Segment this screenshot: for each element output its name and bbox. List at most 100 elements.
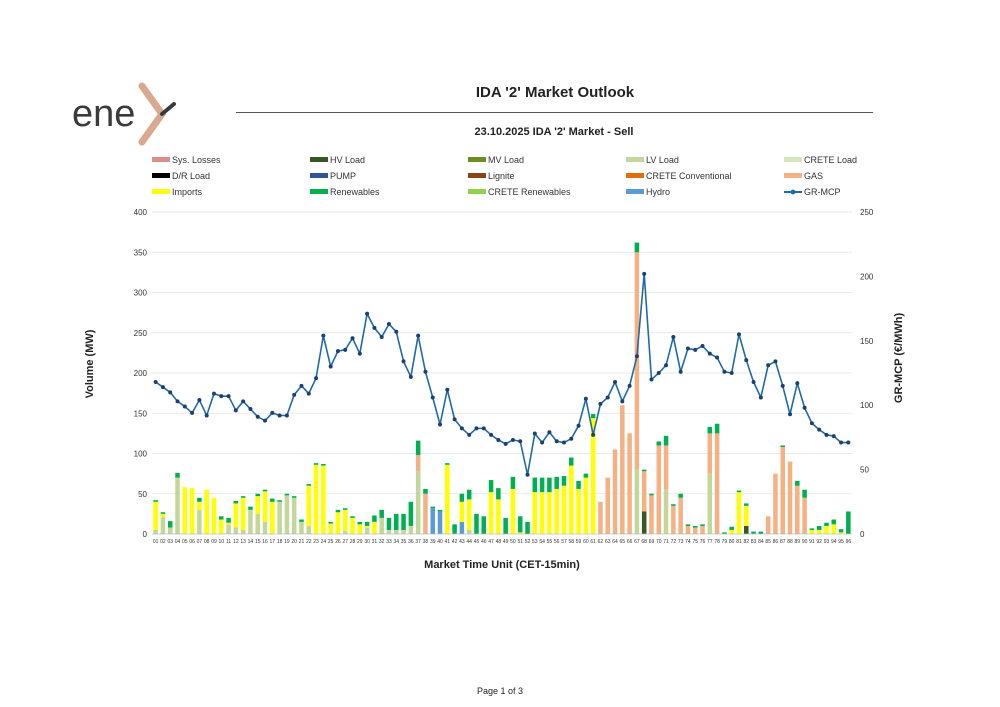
gr-mcp-point-11 xyxy=(226,394,231,399)
bar-renewables-71 xyxy=(663,435,669,446)
gr-mcp-point-03 xyxy=(168,390,173,395)
title-divider xyxy=(236,112,873,113)
x-tick-label: 90 xyxy=(802,539,808,545)
legend-swatch-lv-load xyxy=(626,157,644,162)
bar-imports-05 xyxy=(182,487,188,534)
bar-renewables-83 xyxy=(751,531,756,534)
bar-renewables-11 xyxy=(226,517,231,523)
x-tick-label: 31 xyxy=(372,539,378,545)
y-tick-label: 350 xyxy=(134,248,148,257)
bar-lv-load-14 xyxy=(248,509,253,534)
x-tick-label: 09 xyxy=(211,539,217,545)
legend-label-crete-conventional: CRETE Conventional xyxy=(646,171,732,181)
bar-gas-64 xyxy=(612,449,618,534)
bar-imports-48 xyxy=(496,499,501,534)
gr-mcp-point-72 xyxy=(671,334,676,339)
x-tick-label: 88 xyxy=(787,539,793,545)
gr-mcp-point-42 xyxy=(452,417,457,422)
bar-imports-10 xyxy=(219,519,224,534)
x-tick-label: 63 xyxy=(605,539,611,545)
bar-imports-54 xyxy=(539,492,545,534)
bar-imports-93 xyxy=(824,525,829,534)
x-tick-label: 83 xyxy=(751,539,757,545)
legend-label-pump: PUMP xyxy=(330,171,356,181)
gr-mcp-point-01 xyxy=(153,380,158,385)
x-tick-label: 56 xyxy=(554,539,560,545)
gr-mcp-point-78 xyxy=(715,355,720,360)
bar-gas-77 xyxy=(707,433,713,474)
x-tick-label: 28 xyxy=(350,539,356,545)
bar-renewables-31 xyxy=(372,515,377,522)
gr-mcp-point-74 xyxy=(685,346,690,351)
bar-renewables-60 xyxy=(583,473,589,478)
gr-mcp-point-95 xyxy=(839,440,844,445)
chart-legend: Sys. Losses HV Load MV Load LV Load CRETE Lo… xyxy=(152,155,857,197)
y-tick-label: 150 xyxy=(134,409,148,418)
x-tick-label: 36 xyxy=(408,539,414,545)
bar-renewables-22 xyxy=(306,484,312,486)
bar-imports-12 xyxy=(233,503,239,528)
bar-imports-43 xyxy=(459,501,465,522)
x-tick-label: 69 xyxy=(649,539,655,545)
bar-renewables-53 xyxy=(532,477,538,493)
bar-renewables-82 xyxy=(744,503,749,506)
gr-mcp-point-41 xyxy=(445,387,450,392)
bar-gas-63 xyxy=(605,477,610,534)
y-tick-label: 100 xyxy=(134,450,148,459)
x-tick-label: 18 xyxy=(277,539,283,545)
bar-lv-load-37 xyxy=(415,471,421,534)
bar-gas-89 xyxy=(795,485,800,534)
legend-swatch-renewables xyxy=(310,189,328,194)
x-tick-label: 37 xyxy=(415,539,421,545)
bar-lv-load-77 xyxy=(707,473,713,535)
legend-swatch-crete-renewables xyxy=(468,189,486,194)
gr-mcp-point-89 xyxy=(795,381,800,386)
gr-mcp-point-90 xyxy=(802,405,807,410)
bar-imports-91 xyxy=(809,529,815,534)
bar-imports-25 xyxy=(328,523,333,534)
bar-renewables-93 xyxy=(824,522,829,526)
bar-imports-41 xyxy=(445,464,450,534)
bar-imports-07 xyxy=(197,501,202,510)
bar-renewables-34 xyxy=(394,513,399,530)
bar-imports-23 xyxy=(313,464,319,534)
bar-gas-85 xyxy=(765,516,771,534)
bar-lv-load-21 xyxy=(299,521,304,534)
y-tick-label: 250 xyxy=(134,329,148,338)
x-tick-label: 42 xyxy=(452,539,458,545)
gr-mcp-point-79 xyxy=(722,369,727,374)
legend-label-renewables: Renewables xyxy=(330,187,380,197)
bar-lv-load-11 xyxy=(226,524,231,534)
bar-gas-69 xyxy=(649,495,654,534)
bar-imports-59 xyxy=(576,488,581,534)
x-tick-label: 85 xyxy=(765,539,771,545)
gr-mcp-point-76 xyxy=(700,343,705,348)
x-tick-label: 70 xyxy=(656,539,662,545)
gr-mcp-point-30 xyxy=(365,311,370,316)
x-tick-label: 91 xyxy=(809,539,815,545)
bar-gas-71 xyxy=(663,445,669,490)
legend-swatch-imports xyxy=(152,189,170,194)
x-tick-label: 06 xyxy=(189,539,195,545)
bar-renewables-32 xyxy=(379,509,384,518)
gr-mcp-point-12 xyxy=(233,408,238,413)
legend-swatch-d-r-load xyxy=(152,173,170,178)
gr-mcp-point-28 xyxy=(350,336,355,341)
x-tick-label: 62 xyxy=(598,539,604,545)
bar-imports-92 xyxy=(816,529,822,534)
right-axis-ticks: 0 50 100 150 200 250 xyxy=(860,208,874,539)
gr-mcp-point-26 xyxy=(335,349,340,354)
bar-lv-load-71 xyxy=(663,489,669,534)
gr-mcp-point-09 xyxy=(211,391,216,396)
gr-mcp-point-23 xyxy=(314,376,319,381)
bar-renewables-94 xyxy=(831,519,837,525)
bar-lv-load-01 xyxy=(153,529,158,534)
bar-hydro-40 xyxy=(437,511,443,534)
bar-renewables-18 xyxy=(277,500,282,502)
bar-imports-01 xyxy=(153,501,158,530)
legend-label-mv-load: MV Load xyxy=(488,155,524,165)
bar-lv-load-34 xyxy=(394,529,399,534)
bar-gas-70 xyxy=(656,445,662,534)
x-tick-label: 26 xyxy=(335,539,341,545)
bar-renewables-41 xyxy=(445,463,450,465)
